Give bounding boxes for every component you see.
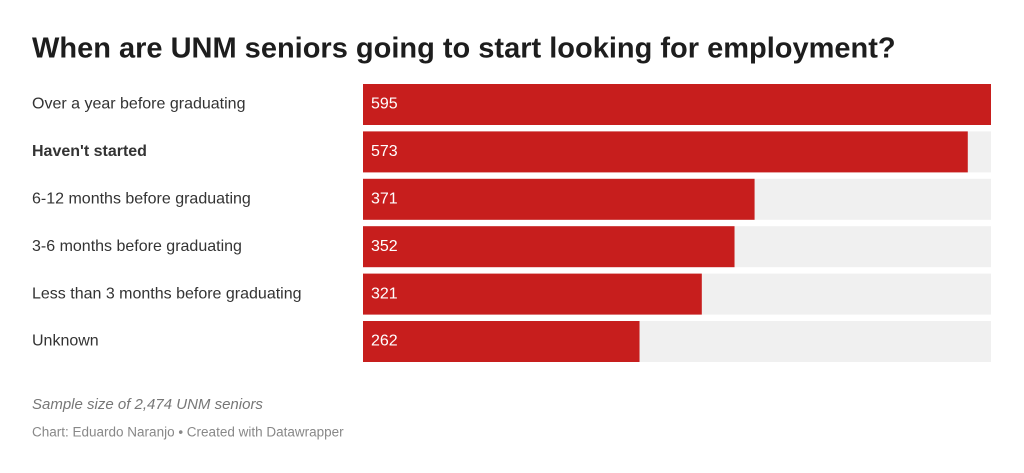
value-label: 321 xyxy=(371,285,398,302)
category-label: 3-6 months before graduating xyxy=(32,238,242,255)
category-label: 6-12 months before graduating xyxy=(32,191,251,208)
source: Chart: Eduardo Naranjo • Created with Da… xyxy=(32,425,344,440)
value-label: 595 xyxy=(371,96,398,113)
bar xyxy=(363,273,702,315)
chart-title: When are UNM seniors going to start look… xyxy=(32,33,896,65)
bar xyxy=(363,321,640,362)
value-label: 371 xyxy=(371,191,398,208)
category-label: Over a year before graduating xyxy=(32,96,245,113)
value-label: 262 xyxy=(371,333,398,350)
bar xyxy=(363,226,735,268)
category-label: Unknown xyxy=(32,333,99,350)
value-label: 352 xyxy=(371,238,398,255)
category-label: Haven't started xyxy=(32,143,147,160)
notes: Sample size of 2,474 UNM seniors xyxy=(32,396,263,413)
category-label: Less than 3 months before graduating xyxy=(32,285,302,302)
bar xyxy=(363,178,755,220)
bar xyxy=(363,131,968,173)
value-label: 573 xyxy=(371,143,398,160)
bar xyxy=(363,84,991,125)
